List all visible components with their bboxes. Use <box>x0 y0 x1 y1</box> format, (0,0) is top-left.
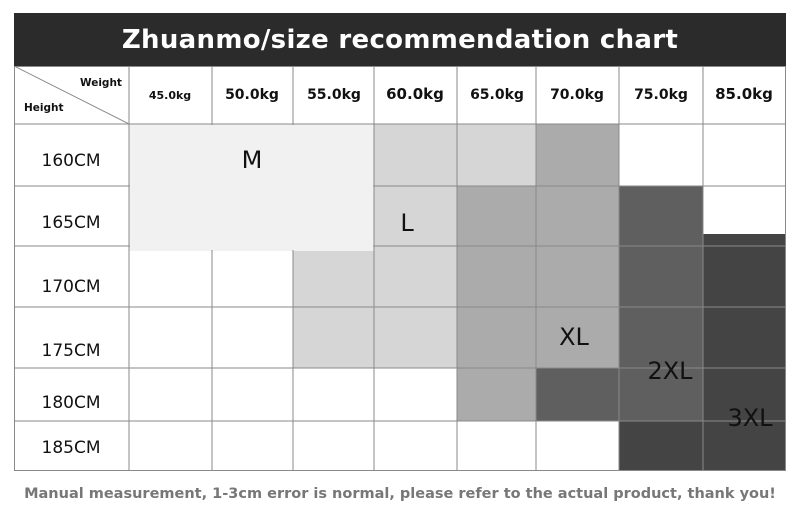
grid-lines <box>14 66 786 471</box>
height-row-160: 160CM <box>42 151 101 171</box>
weight-header-45: 45.0kg <box>149 89 191 102</box>
size-label-3xl: 3XL <box>727 404 773 432</box>
weight-header-65: 65.0kg <box>470 87 524 103</box>
weight-header-50: 50.0kg <box>225 87 279 103</box>
weight-header-70: 70.0kg <box>550 87 604 103</box>
size-chart-table: Weight Height 45.0kg 50.0kg 55.0kg 60.0k… <box>14 66 786 471</box>
height-row-165: 165CM <box>42 213 101 233</box>
weight-header-55: 55.0kg <box>307 87 361 103</box>
corner-height-label: Height <box>24 102 64 114</box>
size-chart-svg: Weight Height 45.0kg 50.0kg 55.0kg 60.0k… <box>14 66 786 471</box>
corner-weight-label: Weight <box>80 77 122 89</box>
size-zone-xl <box>457 124 619 421</box>
size-zone-m-fill <box>130 125 373 250</box>
chart-title: Zhuanmo/size recommendation chart <box>14 13 786 66</box>
size-label-l: L <box>400 209 414 237</box>
footer-note: Manual measurement, 1-3cm error is norma… <box>24 486 776 502</box>
size-label-xl: XL <box>559 323 589 351</box>
height-row-185: 185CM <box>42 438 101 458</box>
weight-header-75: 75.0kg <box>634 87 688 103</box>
height-row-180: 180CM <box>42 393 101 413</box>
weight-header-60: 60.0kg <box>386 85 444 103</box>
size-zone-3xl <box>619 234 786 471</box>
height-row-175: 175CM <box>42 341 101 361</box>
height-row-170: 170CM <box>42 277 101 297</box>
size-label-2xl: 2XL <box>647 357 693 385</box>
size-label-m: M <box>242 146 263 174</box>
weight-header-85: 85.0kg <box>715 85 773 103</box>
